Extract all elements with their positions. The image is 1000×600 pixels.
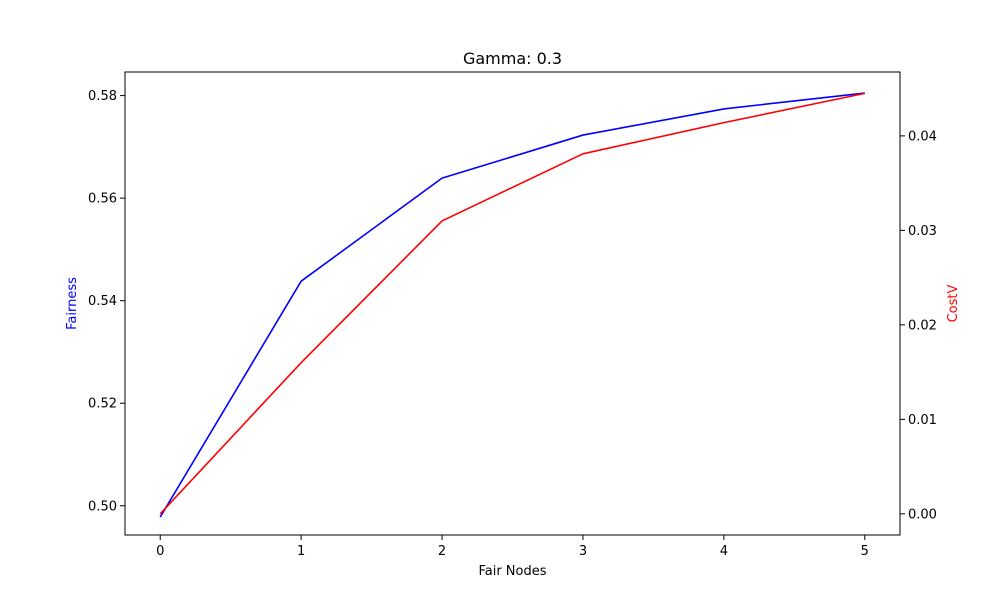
left-axis-label: Fairness — [65, 277, 80, 330]
axes-frame — [124, 71, 901, 536]
right-tick-label: 0.00 — [908, 507, 937, 522]
plot-area: 0 1 2 3 4 5 0.50 0.52 0.54 0.56 0.58 0.00 0.01 0.02 0.… — [88, 89, 937, 559]
chart-title: Gamma: 0.3 — [463, 49, 562, 68]
x-tick-label: 2 — [438, 544, 446, 559]
x-tick-label: 0 — [156, 544, 164, 559]
left-tick-label: 0.58 — [88, 89, 117, 104]
x-axis-label: Fair Nodes — [478, 564, 546, 579]
series-line-fairness — [159, 92, 865, 518]
right-tick-label: 0.02 — [908, 318, 937, 333]
right-tick-label: 0.01 — [908, 413, 937, 428]
left-tick-label: 0.54 — [88, 294, 117, 309]
right-axis-label: CostV — [946, 284, 961, 322]
x-tick-label: 1 — [297, 544, 305, 559]
left-tick-label: 0.56 — [88, 192, 117, 207]
x-tick-label: 5 — [861, 544, 869, 559]
right-tick-label: 0.04 — [908, 129, 937, 144]
left-tick-label: 0.52 — [88, 397, 117, 412]
left-tick-label: 0.50 — [88, 499, 117, 514]
x-tick-label: 4 — [720, 544, 728, 559]
x-tick-label: 3 — [579, 544, 587, 559]
right-tick-label: 0.03 — [908, 224, 937, 239]
series-line-costv — [159, 92, 865, 515]
